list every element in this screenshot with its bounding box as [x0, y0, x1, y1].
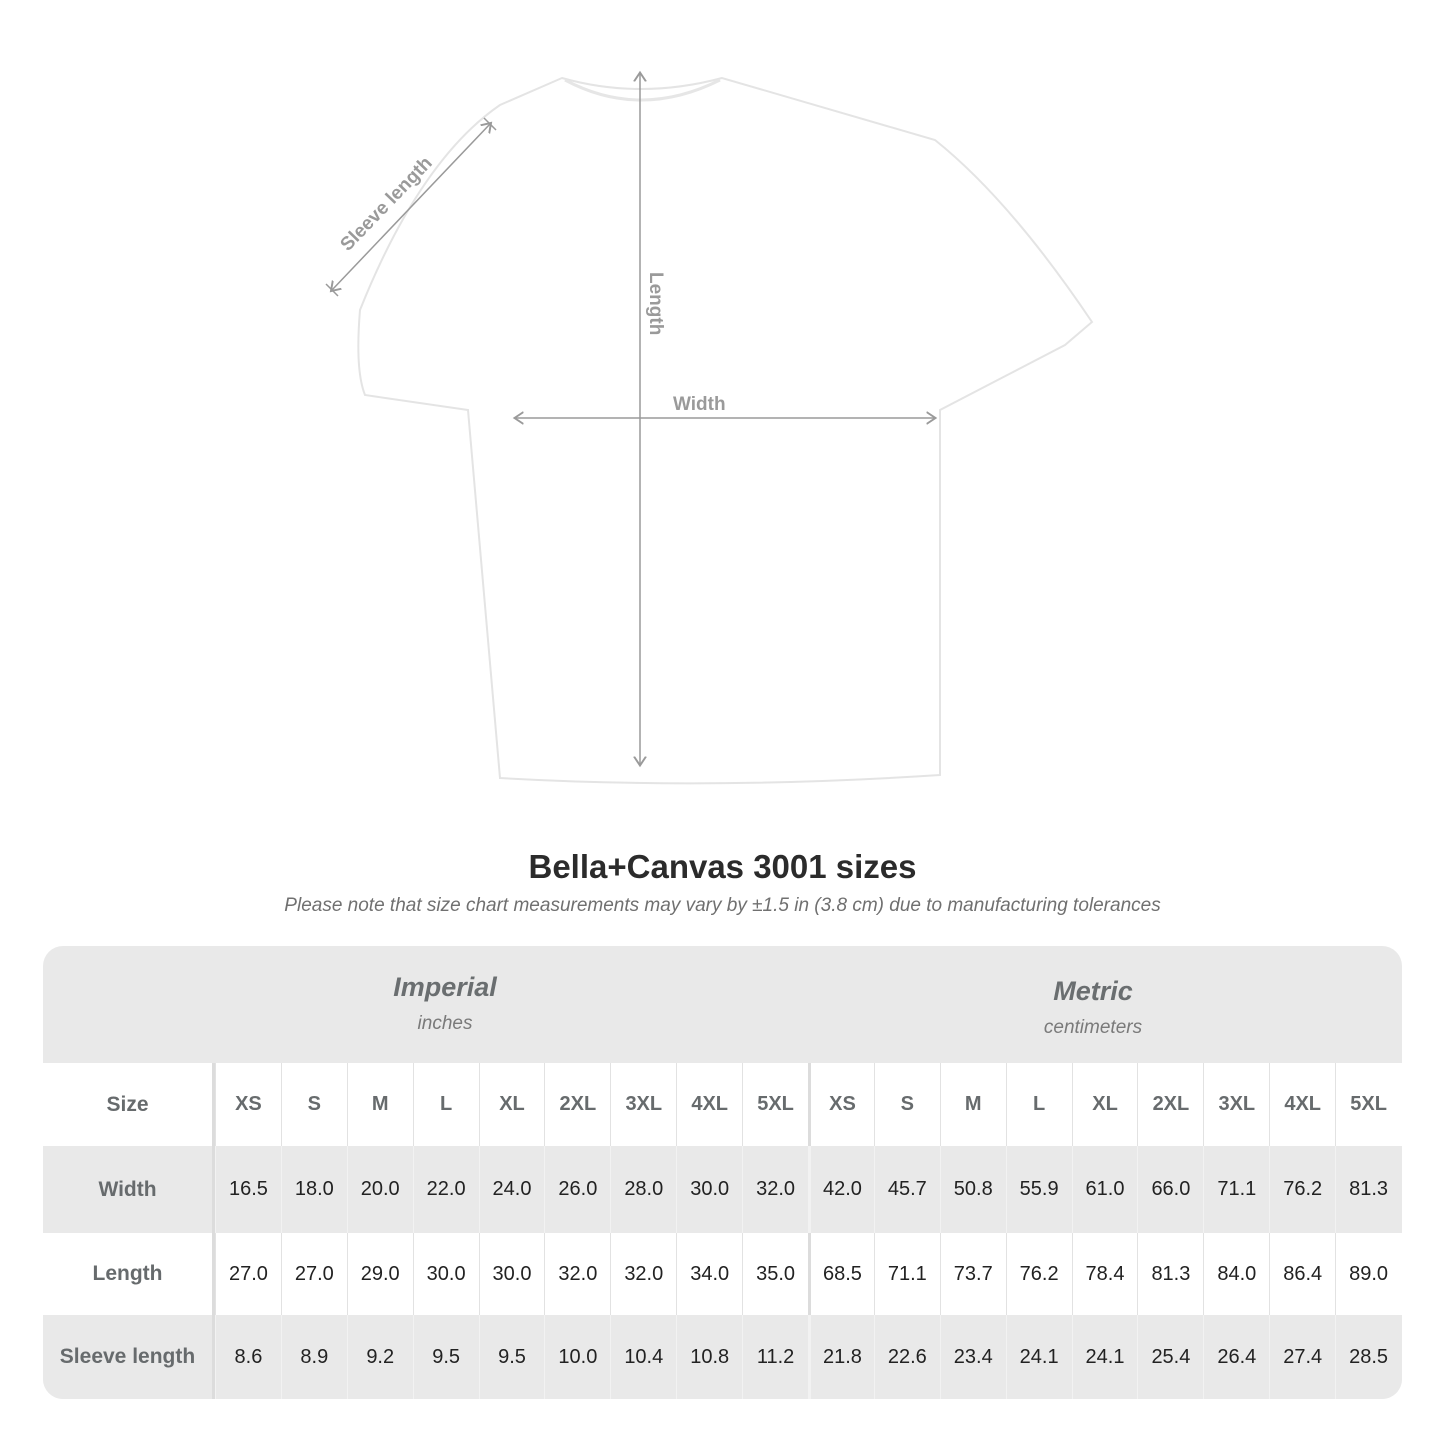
size-header-cell: M	[939, 1063, 1006, 1146]
row-label: Size	[43, 1063, 215, 1146]
tolerance-note: Please note that size chart measurements…	[284, 895, 1161, 916]
metric-value-cell: 84.0	[1203, 1233, 1269, 1315]
width-label: Width	[673, 394, 726, 415]
size-header-cell: 2XL	[544, 1063, 610, 1146]
imperial-value-cell: 30.0	[478, 1233, 545, 1315]
size-header-cell: 2XL	[1137, 1063, 1203, 1146]
metric-label: Metric	[1053, 976, 1133, 1006]
imperial-value-cell: 18.0	[280, 1146, 347, 1233]
imperial-value-cell: 9.2	[346, 1315, 413, 1399]
imperial-value-cell: 8.9	[280, 1315, 347, 1399]
imperial-value-cell: 30.0	[676, 1146, 742, 1233]
table-row: Length 27.0 27.0 29.0 30.0 30.0 32.0 32.0 34.0 35…	[43, 1233, 1402, 1315]
metric-value-cell: 25.4	[1137, 1315, 1203, 1399]
metric-value-cell: 61.0	[1071, 1146, 1138, 1233]
imperial-header: Imperial inches	[215, 946, 675, 1089]
metric-unit: centimeters	[1043, 1017, 1143, 1038]
metric-value-cell: 50.8	[939, 1146, 1006, 1233]
metric-value-cell: 86.4	[1269, 1233, 1335, 1315]
imperial-value-cell: 27.0	[215, 1233, 281, 1315]
size-header-cell: 3XL	[1203, 1063, 1269, 1146]
size-header-cell: 5XL	[1335, 1063, 1401, 1146]
imperial-value-cell: 16.5	[215, 1146, 281, 1233]
imperial-value-cell: 24.0	[478, 1146, 545, 1233]
metric-value-cell: 71.1	[873, 1233, 940, 1315]
metric-value-cell: 81.3	[1137, 1233, 1203, 1315]
imperial-unit: inches	[417, 1013, 473, 1034]
size-header-row: Size XS S M L XL 2XL 3XL 4XL 5XL XS S M L XL 2XL 3XL 4XL 5…	[43, 1063, 1402, 1146]
metric-value-cell: 76.2	[1269, 1146, 1335, 1233]
imperial-value-cell: 34.0	[676, 1233, 742, 1315]
imperial-value-cell: 29.0	[346, 1233, 413, 1315]
imperial-value-cell: 32.0	[610, 1233, 676, 1315]
imperial-value-cell: 20.0	[346, 1146, 413, 1233]
sleeve-arrow	[332, 124, 490, 290]
size-header-cell: XL	[478, 1063, 545, 1146]
metric-value-cell: 89.0	[1335, 1233, 1401, 1315]
imperial-value-cell: 10.4	[610, 1315, 676, 1399]
metric-value-cell: 71.1	[1203, 1146, 1269, 1233]
imperial-value-cell: 32.0	[544, 1233, 610, 1315]
imperial-value-cell: 22.0	[412, 1146, 479, 1233]
size-header-cell: 5XL	[742, 1063, 808, 1146]
size-header-cell: 3XL	[610, 1063, 676, 1146]
size-header-cell: XS	[215, 1063, 281, 1146]
imperial-value-cell: 10.8	[676, 1315, 742, 1399]
row-label: Length	[43, 1233, 215, 1315]
imperial-label: Imperial	[393, 972, 497, 1002]
metric-value-cell: 81.3	[1335, 1146, 1401, 1233]
row-label: Sleeve length	[43, 1315, 215, 1399]
metric-value-cell: 68.5	[808, 1233, 874, 1315]
metric-value-cell: 22.6	[873, 1315, 940, 1399]
size-header-cell: XL	[1071, 1063, 1138, 1146]
size-header-cell: S	[873, 1063, 940, 1146]
metric-header: Metric centimeters	[863, 946, 1323, 1093]
metric-value-cell: 27.4	[1269, 1315, 1335, 1399]
imperial-value-cell: 30.0	[412, 1233, 479, 1315]
metric-value-cell: 23.4	[939, 1315, 1006, 1399]
metric-value-cell: 76.2	[1005, 1233, 1072, 1315]
length-label: Length	[645, 272, 666, 335]
metric-value-cell: 55.9	[1005, 1146, 1072, 1233]
metric-value-cell: 78.4	[1071, 1233, 1138, 1315]
size-header-cell: S	[280, 1063, 347, 1146]
size-header-cell: L	[1005, 1063, 1072, 1146]
metric-value-cell: 26.4	[1203, 1315, 1269, 1399]
metric-value-cell: 21.8	[808, 1315, 874, 1399]
size-header-cell: M	[346, 1063, 413, 1146]
size-header-cell: XS	[808, 1063, 874, 1146]
size-header-cell: 4XL	[676, 1063, 742, 1146]
imperial-value-cell: 27.0	[280, 1233, 347, 1315]
size-header-cell: 4XL	[1269, 1063, 1335, 1146]
imperial-value-cell: 11.2	[742, 1315, 808, 1399]
imperial-value-cell: 26.0	[544, 1146, 610, 1233]
metric-value-cell: 24.1	[1071, 1315, 1138, 1399]
table-row: Sleeve length 8.6 8.9 9.2 9.5 9.5 10.0 10.4 10.8…	[43, 1315, 1402, 1399]
imperial-value-cell: 9.5	[412, 1315, 479, 1399]
metric-value-cell: 66.0	[1137, 1146, 1203, 1233]
chart-title: Bella+Canvas 3001 sizes	[528, 848, 917, 885]
tshirt-shape	[357, 76, 1094, 785]
metric-value-cell: 73.7	[939, 1233, 1006, 1315]
table-row: Width 16.5 18.0 20.0 22.0 24.0 26.0 28.0 30.0 32.…	[43, 1146, 1402, 1233]
metric-value-cell: 28.5	[1335, 1315, 1401, 1399]
row-label: Width	[43, 1146, 215, 1233]
imperial-value-cell: 28.0	[610, 1146, 676, 1233]
size-table: Imperial inches Metric centimeters Size X…	[43, 946, 1402, 1399]
imperial-value-cell: 10.0	[544, 1315, 610, 1399]
metric-value-cell: 45.7	[873, 1146, 940, 1233]
imperial-value-cell: 8.6	[215, 1315, 281, 1399]
imperial-value-cell: 9.5	[478, 1315, 545, 1399]
imperial-value-cell: 32.0	[742, 1146, 808, 1233]
metric-value-cell: 42.0	[808, 1146, 874, 1233]
metric-value-cell: 24.1	[1005, 1315, 1072, 1399]
tshirt-diagram: Sleeve length Length Width	[325, 0, 1094, 785]
size-header-cell: L	[412, 1063, 479, 1146]
imperial-value-cell: 35.0	[742, 1233, 808, 1315]
